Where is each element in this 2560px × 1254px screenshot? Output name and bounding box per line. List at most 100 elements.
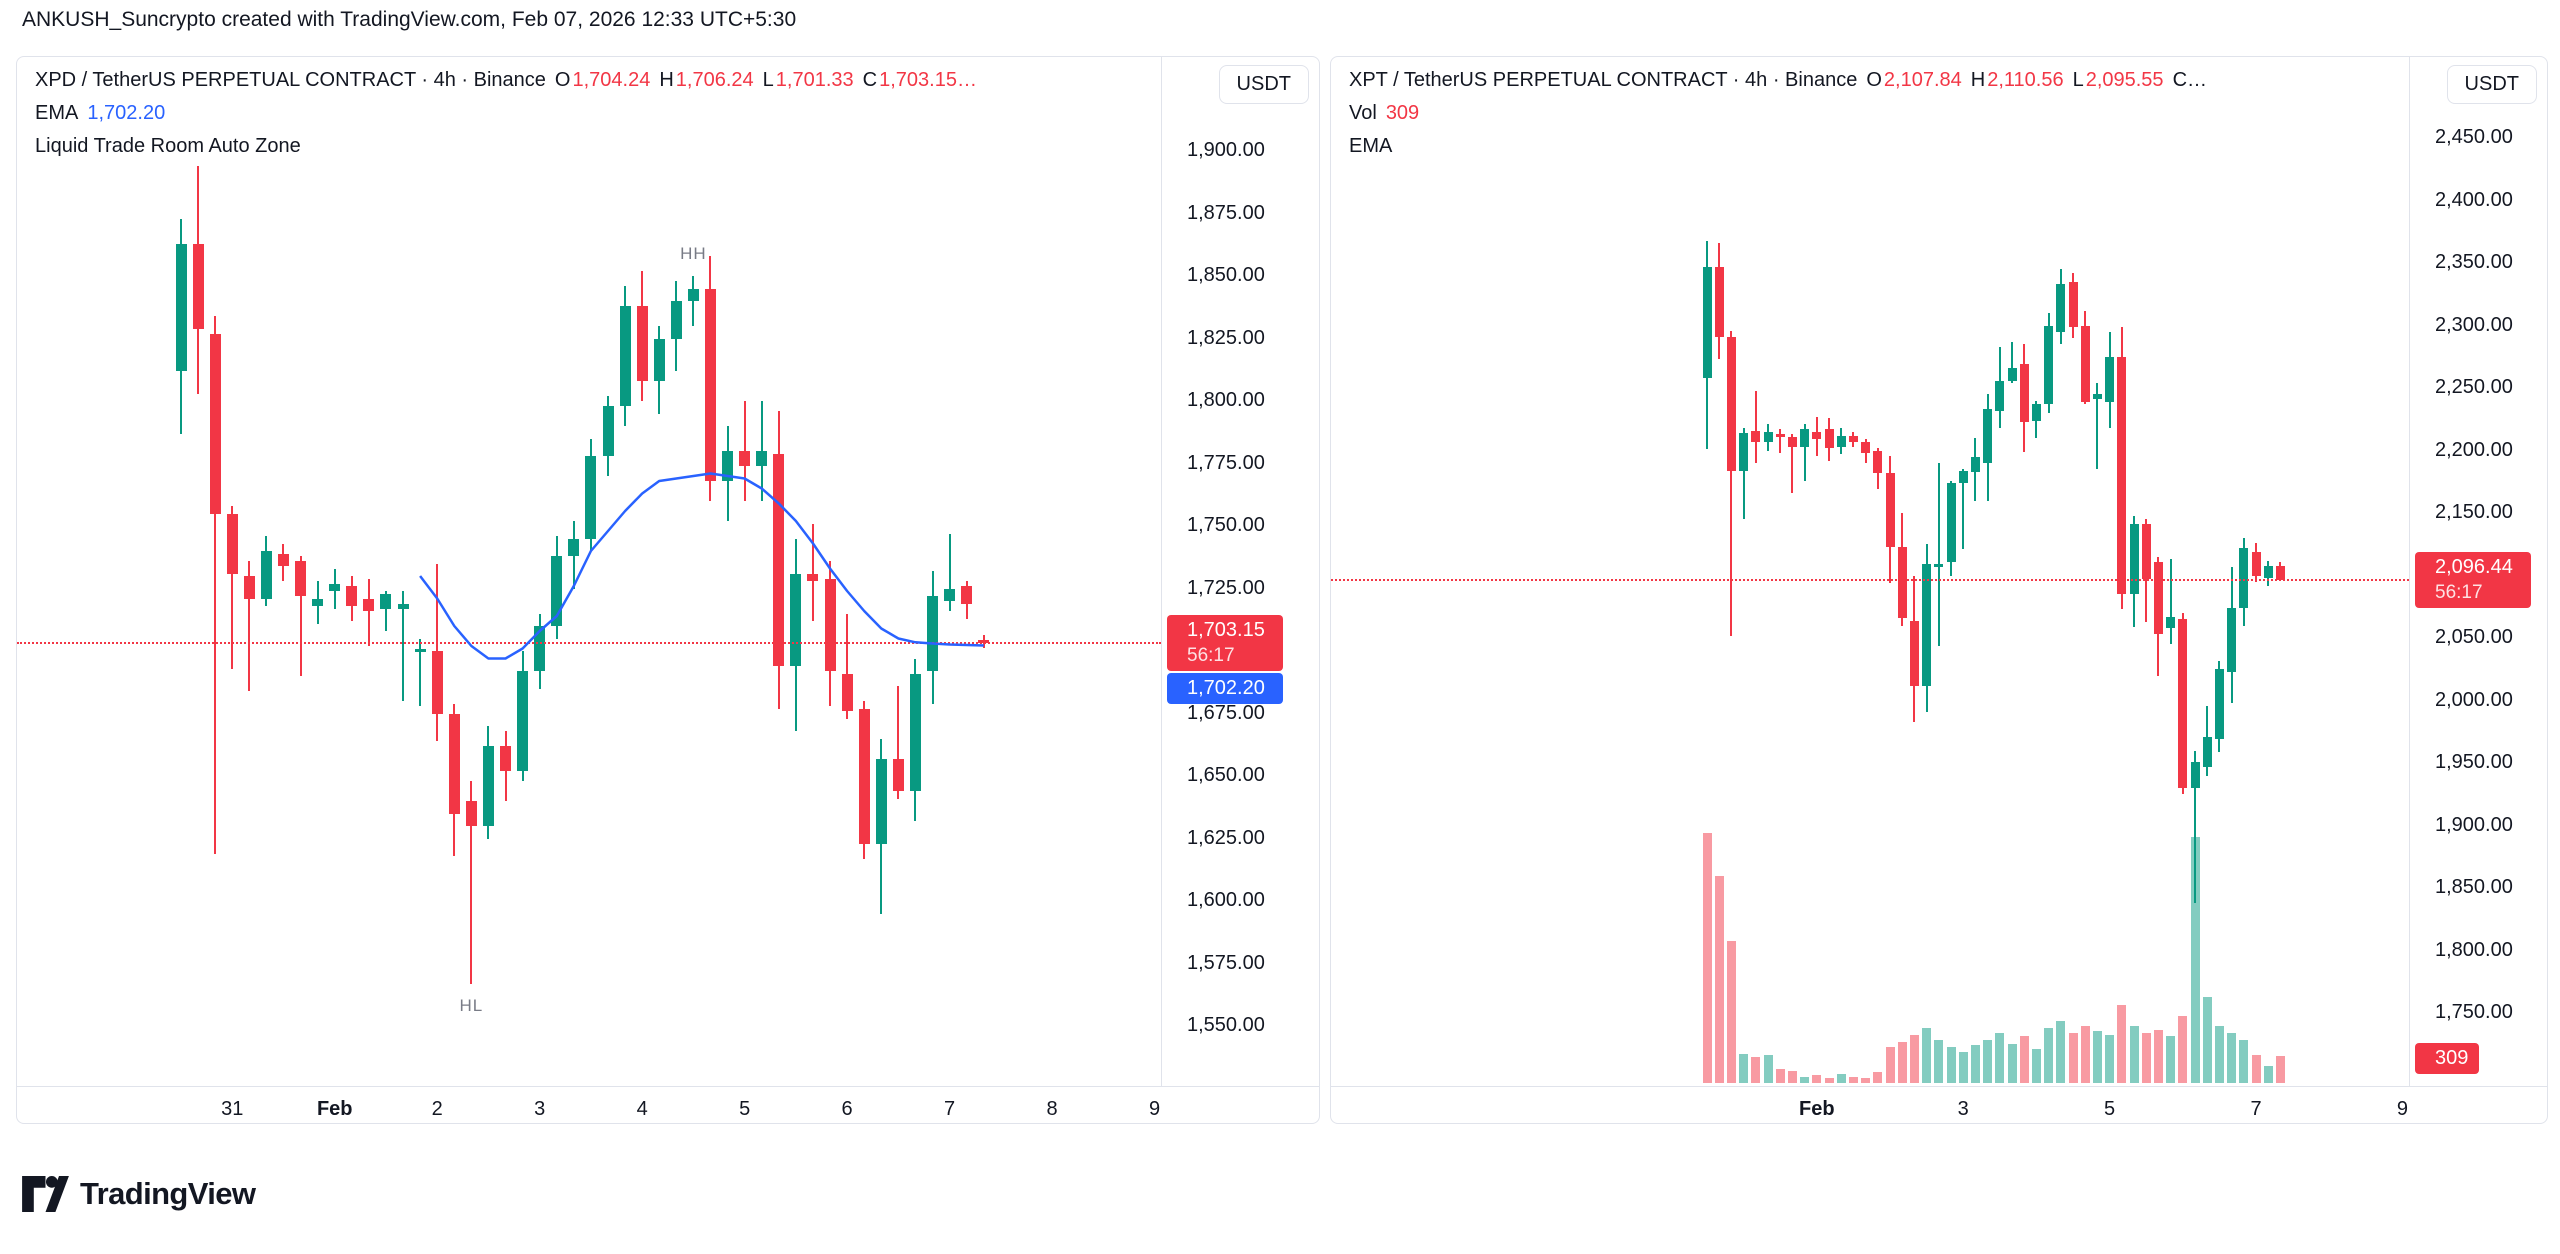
candle-body: [2031, 404, 2041, 421]
price-tick-label: 1,950.00: [2435, 751, 2513, 773]
time-tick-label: Feb: [316, 1098, 353, 1120]
candle-body: [312, 598, 324, 606]
candle-body: [397, 603, 409, 609]
candle-wick: [402, 591, 405, 701]
price-tick-label: 1,800.00: [2435, 938, 2513, 961]
candle-body: [1824, 429, 1834, 448]
candle-body: [277, 553, 289, 566]
candle-body: [260, 551, 272, 599]
candle-body: [2105, 356, 2115, 402]
volume-bar: [2117, 1005, 2127, 1083]
legend-part: L: [2072, 69, 2084, 91]
ema-value-badge: 1,702.20: [1167, 673, 1283, 705]
badge-value: 1,703.15: [1187, 619, 1265, 642]
time-tick-label: 31: [221, 1098, 244, 1120]
candle-body: [2117, 356, 2127, 595]
candle-wick: [2194, 750, 2196, 903]
volume-bar: [2105, 1034, 2115, 1083]
candle-wick: [214, 316, 217, 854]
candle-body: [824, 578, 836, 671]
price-tick-label: 1,575.00: [1187, 951, 1265, 974]
legend-row: EMA: [1349, 133, 2207, 159]
volume-bar: [1909, 1034, 1919, 1083]
candle-body: [346, 586, 358, 606]
candle-wick: [846, 613, 849, 719]
legend-part: O: [1866, 69, 1882, 91]
time-axis-separator: [1331, 1086, 2547, 1087]
candle-body: [465, 801, 477, 826]
chart-legend-xpt: XPT / TetherUS PERPETUAL CONTRACT · 4h ·…: [1349, 67, 2207, 166]
candle-body: [687, 288, 699, 301]
legend-part: EMA: [1349, 135, 1393, 157]
candle-body: [807, 573, 819, 581]
volume-bar: [1787, 1070, 1797, 1083]
candle-body: [2007, 368, 2017, 381]
price-pane-xpd[interactable]: 1,900.00 1,875.00 1,850.00 1,825.00 1,800.00…: [17, 57, 1319, 1123]
annotation-hh: HH: [680, 244, 707, 263]
candle-body: [2056, 284, 2066, 332]
price-pane-xpt[interactable]: 2,450.00 2,400.00 2,350.00 2,300.00 2,250.00…: [1331, 57, 2547, 1123]
volume-bar: [1824, 1077, 1834, 1083]
volume-bar: [1922, 1027, 1932, 1083]
currency-toggle-button[interactable]: USDT: [1218, 65, 1309, 104]
candle-body: [2214, 669, 2224, 740]
price-tick-label: 1,750.00: [2435, 1001, 2513, 1023]
candle-wick: [470, 781, 473, 984]
volume-bar: [1873, 1071, 1883, 1083]
candle-body: [1848, 435, 1858, 442]
candle-body: [1812, 431, 1822, 440]
candle-body: [1922, 564, 1932, 686]
legend-part: 2,110.56: [1987, 69, 2064, 91]
legend-row: EMA 1,702.20: [35, 100, 977, 126]
candle-body: [1970, 456, 1980, 472]
currency-toggle-button[interactable]: USDT: [2446, 65, 2537, 104]
time-tick-label: 9: [1148, 1098, 1161, 1120]
candle-body: [585, 456, 597, 539]
price-tick-label: 2,450.00: [2435, 126, 2513, 148]
candle-body: [944, 588, 956, 601]
candle-body: [2092, 394, 2102, 400]
candle-body: [2153, 561, 2163, 635]
candle-body: [1800, 429, 1810, 447]
candle-wick: [299, 556, 302, 676]
candle-body: [482, 746, 494, 826]
legend-part: 1,702.20: [87, 102, 166, 124]
volume-bar: [2044, 1027, 2054, 1083]
time-tick-label: 3: [534, 1098, 546, 1120]
candle-wick: [1803, 424, 1806, 481]
volume-bar: [2153, 1029, 2163, 1083]
candle-wick: [384, 591, 387, 631]
legend-part: Liquid Trade Room Auto Zone: [35, 135, 301, 157]
volume-bar: [1812, 1075, 1822, 1083]
candle-body: [1873, 450, 1883, 473]
badge-value: 309: [2435, 1046, 2469, 1069]
candle-body: [670, 301, 682, 339]
candle-body: [363, 598, 375, 611]
time-tick-label: 6: [841, 1098, 853, 1120]
volume-bar: [2141, 1033, 2151, 1083]
candle-body: [2227, 608, 2237, 672]
badge-value: 2,096.44: [2435, 555, 2513, 578]
candle-body: [1909, 620, 1919, 686]
candle-wick: [1730, 330, 1733, 636]
price-tick-label: 1,900.00: [1187, 139, 1265, 161]
candle-body: [2251, 551, 2261, 576]
tradingview-watermark[interactable]: TradingView: [22, 1176, 256, 1212]
time-tick-label: 4: [636, 1098, 648, 1120]
candle-body: [2044, 325, 2054, 405]
candle-wick: [419, 638, 422, 706]
candle-body: [1787, 436, 1797, 447]
price-tick-label: 1,725.00: [1187, 576, 1265, 599]
candle-body: [2080, 325, 2090, 402]
volume-bar: [2019, 1036, 2029, 1083]
symbol-title: XPT / TetherUS PERPETUAL CONTRACT · 4h ·…: [1349, 69, 1858, 91]
candle-body: [1885, 473, 1895, 547]
legend-part: H: [659, 69, 674, 91]
candle-wick: [1937, 463, 1940, 646]
candle-body: [226, 513, 238, 574]
candle-body: [1897, 546, 1907, 618]
legend-row: Liquid Trade Room Auto Zone: [35, 133, 977, 159]
time-axis-separator: [17, 1086, 1319, 1087]
volume-bar: [1885, 1046, 1895, 1083]
candle-body: [1726, 336, 1736, 471]
